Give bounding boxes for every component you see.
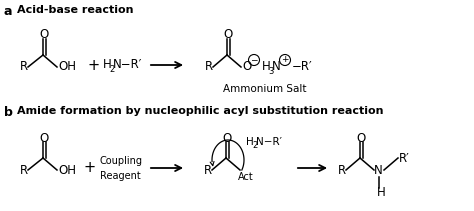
Text: O: O	[40, 131, 49, 145]
Text: N: N	[272, 61, 281, 73]
Text: O: O	[224, 28, 233, 42]
Text: O: O	[357, 131, 366, 145]
Text: b: b	[4, 106, 13, 119]
Text: Act: Act	[238, 172, 254, 182]
Text: O: O	[223, 131, 232, 145]
Text: Coupling: Coupling	[100, 156, 143, 166]
Text: 2: 2	[109, 65, 114, 73]
Text: Amide formation by nucleophilic acyl substitution reaction: Amide formation by nucleophilic acyl sub…	[17, 106, 383, 116]
Text: N: N	[374, 164, 383, 176]
Text: −: −	[250, 55, 258, 65]
Text: a: a	[4, 5, 12, 18]
Text: +: +	[84, 161, 96, 176]
Text: Acid-base reaction: Acid-base reaction	[17, 5, 134, 15]
Text: Reagent: Reagent	[100, 171, 141, 181]
Text: H: H	[262, 61, 271, 73]
Text: R: R	[20, 164, 28, 176]
Text: OH: OH	[58, 164, 76, 176]
Text: H: H	[377, 185, 386, 199]
Text: R: R	[205, 61, 213, 73]
Text: 3: 3	[268, 66, 273, 76]
Text: −R′: −R′	[292, 61, 313, 73]
Text: R: R	[20, 61, 28, 73]
Text: N−R′: N−R′	[256, 137, 282, 147]
Text: R: R	[204, 164, 212, 176]
Text: +: +	[88, 58, 100, 73]
Text: R: R	[338, 164, 346, 176]
Text: N−R′: N−R′	[113, 58, 142, 72]
Text: Ammonium Salt: Ammonium Salt	[223, 84, 307, 94]
Text: O: O	[242, 61, 251, 73]
Text: OH: OH	[58, 61, 76, 73]
Text: 2: 2	[252, 141, 257, 150]
Text: R′: R′	[399, 151, 410, 165]
Text: H: H	[103, 58, 112, 72]
Text: +: +	[281, 55, 289, 65]
Text: O: O	[40, 28, 49, 42]
Text: H: H	[246, 137, 254, 147]
